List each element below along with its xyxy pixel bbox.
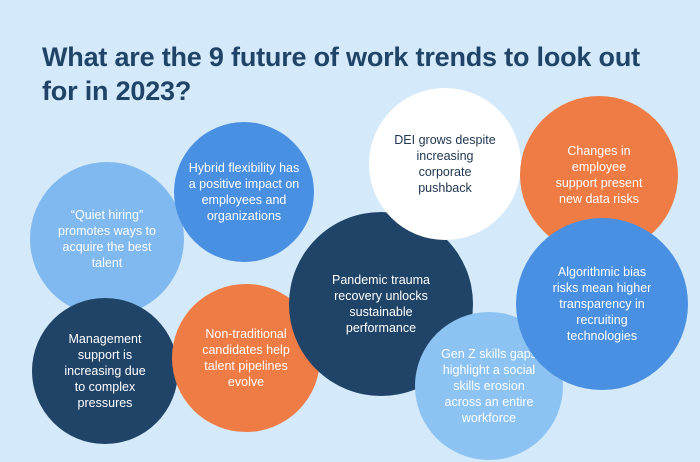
page-title: What are the 9 future of work trends to … bbox=[42, 42, 640, 106]
trend-bubble-dei: DEI grows despite increasing corporate p… bbox=[369, 88, 521, 240]
trend-label-non-traditional: Non-traditional candidates help talent p… bbox=[202, 327, 290, 389]
trend-bubble-quiet-hiring: “Quiet hiring” promotes ways to acquire … bbox=[30, 162, 184, 316]
trend-label-gen-z: Gen Z skills gaps highlight a social ski… bbox=[441, 347, 537, 425]
trend-label-data-risks: Changes in employee support present new … bbox=[555, 144, 643, 206]
trend-label-quiet-hiring: “Quiet hiring” promotes ways to acquire … bbox=[58, 208, 156, 270]
trend-label-algorithmic: Algorithmic bias risks mean higher trans… bbox=[552, 265, 652, 343]
trend-label-hybrid: Hybrid flexibility has a positive impact… bbox=[188, 161, 300, 223]
trend-label-pandemic: Pandemic trauma recovery unlocks sustain… bbox=[332, 273, 430, 335]
trend-label-dei: DEI grows despite increasing corporate p… bbox=[394, 133, 496, 195]
trend-bubble-hybrid: Hybrid flexibility has a positive impact… bbox=[174, 122, 314, 262]
trend-bubble-management: Management support is increasing due to … bbox=[32, 298, 178, 444]
trend-label-management: Management support is increasing due to … bbox=[64, 332, 146, 410]
trend-bubble-algorithmic: Algorithmic bias risks mean higher trans… bbox=[516, 218, 688, 390]
